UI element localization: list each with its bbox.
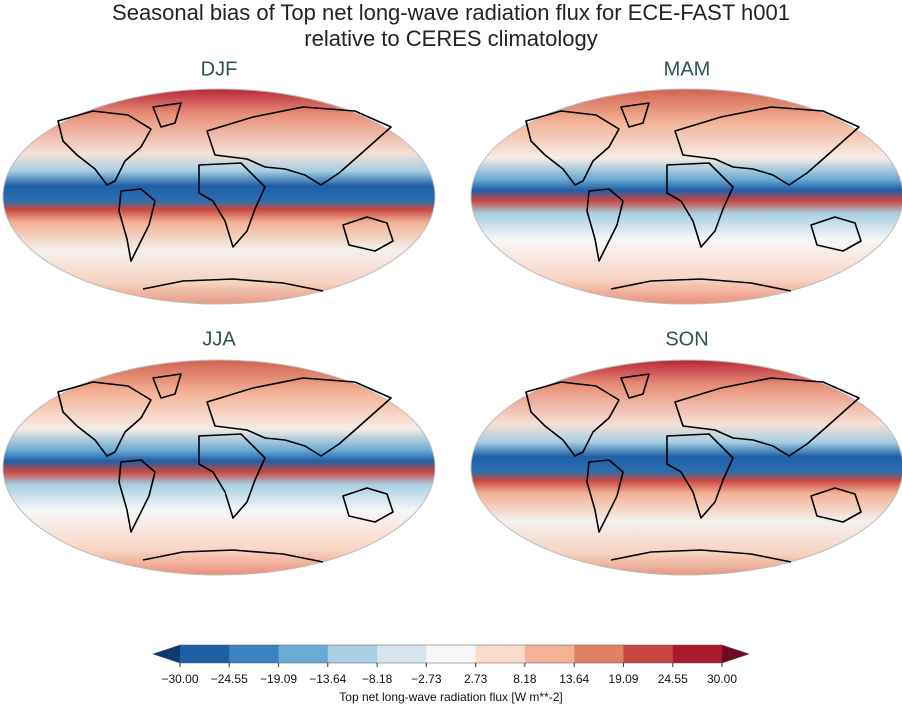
colorbar-bin — [623, 645, 674, 663]
panel-title: JJA — [202, 328, 236, 350]
colorbar-bin — [426, 645, 477, 663]
colorbar-bin — [278, 645, 329, 663]
colorbar-bin — [180, 645, 230, 663]
colorbar-tick-label: −2.73 — [411, 672, 442, 686]
colorbar-tick-label: −8.18 — [362, 672, 393, 686]
map-panel — [2, 359, 436, 576]
colorbar-bin — [574, 645, 624, 663]
colorbar-label: Top net long-wave radiation flux [W m**-… — [339, 690, 562, 704]
colorbar-bin — [475, 645, 526, 663]
panel-title: DJF — [201, 58, 238, 80]
map-panel — [470, 359, 902, 576]
colorbar-tick-label: 8.18 — [513, 672, 537, 686]
colorbar-bin — [229, 645, 280, 663]
map-panel — [2, 88, 436, 305]
colorbar-tick-label: −13.64 — [309, 672, 346, 686]
colorbar-over — [722, 645, 749, 663]
colorbar-tick-label: −24.55 — [211, 672, 248, 686]
map-panel — [470, 88, 902, 305]
colorbar-tick-label: 2.73 — [464, 672, 488, 686]
colorbar-tick-label: −30.00 — [161, 672, 198, 686]
colorbar-tick-label: 24.55 — [658, 672, 688, 686]
colorbar-tick-label: −19.09 — [260, 672, 297, 686]
colorbar-bin — [377, 645, 427, 663]
panel-title: SON — [665, 328, 708, 350]
colorbar-bin — [524, 645, 575, 663]
panel-title: MAM — [664, 58, 711, 80]
colorbar-tick-label: 19.09 — [608, 672, 638, 686]
colorbar-tick-label: 30.00 — [707, 672, 737, 686]
title-line: Seasonal bias of Top net long-wave radia… — [112, 0, 790, 25]
colorbar-tick-label: 13.64 — [559, 672, 589, 686]
colorbar-bin — [327, 645, 378, 663]
title-line: relative to CERES climatology — [304, 26, 597, 51]
colorbar-under — [153, 645, 180, 663]
colorbar-bin — [672, 645, 723, 663]
